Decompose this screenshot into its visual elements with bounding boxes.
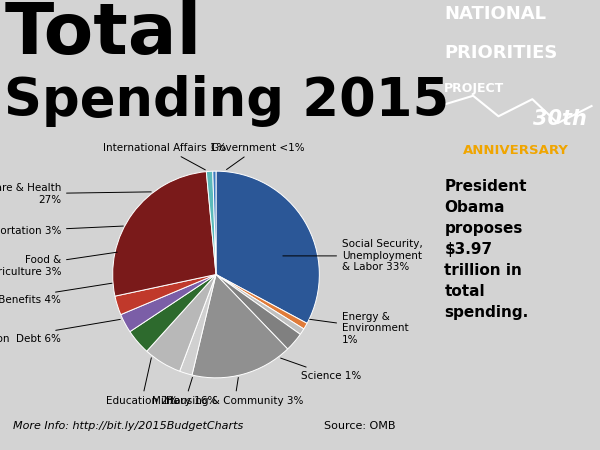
Text: More Info: http://bit.ly/2015BudgetCharts: More Info: http://bit.ly/2015BudgetChart… bbox=[13, 421, 243, 431]
Wedge shape bbox=[206, 171, 216, 274]
Text: Total: Total bbox=[4, 0, 202, 69]
Text: NATIONAL: NATIONAL bbox=[445, 5, 547, 23]
Text: ANNIVERSARY: ANNIVERSARY bbox=[463, 144, 568, 158]
Text: President
Obama
proposes
$3.97
trillion in
total
spending.: President Obama proposes $3.97 trillion … bbox=[445, 180, 529, 320]
Text: Interest on  Debt 6%: Interest on Debt 6% bbox=[0, 320, 120, 343]
Wedge shape bbox=[216, 274, 307, 329]
Wedge shape bbox=[216, 171, 319, 324]
Text: 30th: 30th bbox=[533, 109, 586, 130]
Text: International Affairs 1%: International Affairs 1% bbox=[103, 143, 226, 170]
Wedge shape bbox=[192, 274, 287, 378]
Text: Energy &
Environment
1%: Energy & Environment 1% bbox=[310, 312, 409, 345]
Wedge shape bbox=[115, 274, 216, 315]
Wedge shape bbox=[130, 274, 216, 351]
Text: PROJECT: PROJECT bbox=[445, 82, 505, 95]
Text: Spending 2015: Spending 2015 bbox=[4, 75, 449, 127]
Wedge shape bbox=[179, 274, 216, 375]
Wedge shape bbox=[113, 171, 216, 296]
Text: Education 2%: Education 2% bbox=[106, 358, 178, 406]
Wedge shape bbox=[121, 274, 216, 332]
Text: Transportation 3%: Transportation 3% bbox=[0, 226, 124, 236]
Text: Military 16%: Military 16% bbox=[152, 378, 218, 406]
Text: Medicare & Health
27%: Medicare & Health 27% bbox=[0, 183, 151, 205]
Text: Housing & Community 3%: Housing & Community 3% bbox=[166, 378, 303, 406]
Wedge shape bbox=[216, 274, 300, 349]
Wedge shape bbox=[216, 274, 304, 334]
Wedge shape bbox=[147, 274, 216, 371]
Text: Government <1%: Government <1% bbox=[211, 143, 304, 170]
Text: Veterans' Benefits 4%: Veterans' Benefits 4% bbox=[0, 283, 112, 306]
Wedge shape bbox=[213, 171, 216, 274]
Text: Source: OMB: Source: OMB bbox=[324, 421, 395, 431]
Text: Science 1%: Science 1% bbox=[281, 358, 361, 381]
Text: PRIORITIES: PRIORITIES bbox=[445, 45, 558, 63]
Text: Social Security,
Unemployment
& Labor 33%: Social Security, Unemployment & Labor 33… bbox=[283, 239, 423, 273]
Text: Food &
Agriculture 3%: Food & Agriculture 3% bbox=[0, 252, 117, 277]
